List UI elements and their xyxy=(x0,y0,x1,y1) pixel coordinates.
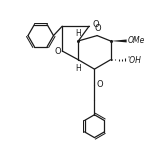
Text: O: O xyxy=(92,20,99,29)
Text: O: O xyxy=(96,80,103,89)
Text: H: H xyxy=(75,29,81,38)
Text: O: O xyxy=(94,24,101,33)
Text: O: O xyxy=(54,47,61,56)
Text: 'OH: 'OH xyxy=(128,56,142,65)
Text: OMe: OMe xyxy=(128,36,145,45)
Polygon shape xyxy=(111,39,127,42)
Text: H: H xyxy=(75,64,81,73)
